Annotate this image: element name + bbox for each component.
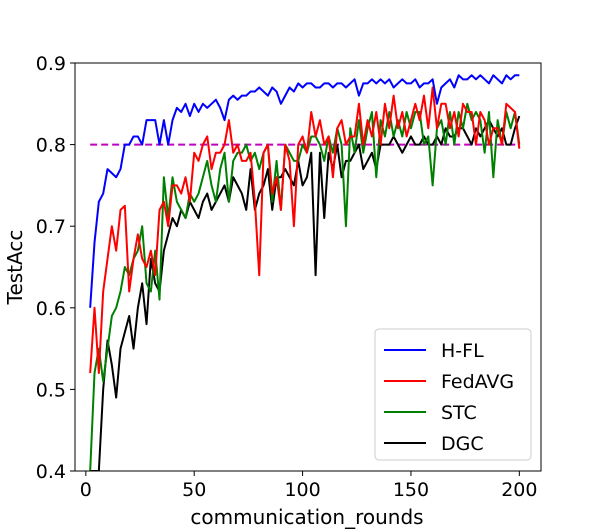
y-tick-label: 0.8 (36, 135, 66, 157)
y-tick-label: 0.7 (36, 216, 66, 238)
legend: H-FL FedAVG STC DGC (374, 328, 532, 461)
series-line-fedavg (89, 86, 521, 375)
x-axis-label: communication_rounds (190, 505, 423, 529)
y-tick-label: 0.5 (36, 379, 66, 401)
x-tick-label: 150 (393, 479, 429, 501)
series-line-stc (89, 102, 521, 471)
x-tick-label: 200 (501, 479, 537, 501)
x-tick-label: 0 (80, 479, 92, 501)
legend-label: FedAVG (441, 371, 514, 393)
series-layer (89, 74, 521, 471)
plot-frame (74, 62, 542, 472)
legend-label: STC (441, 402, 477, 424)
x-tick-label: 50 (182, 479, 206, 501)
legend-frame (374, 328, 532, 461)
y-tick-label: 0.4 (36, 461, 66, 483)
x-axis: 0 50 100 150 200 (80, 471, 537, 501)
y-tick-label: 0.9 (36, 53, 66, 75)
x-tick-label: 100 (284, 479, 320, 501)
series-line-h-fl (89, 74, 520, 308)
legend-label: DGC (441, 433, 484, 455)
y-tick-label: 0.6 (36, 298, 66, 320)
y-axis: 0.4 0.5 0.6 0.7 0.8 0.9 (36, 53, 75, 483)
y-axis-label: TestAcc (3, 230, 27, 306)
legend-label: H-FL (441, 340, 484, 362)
